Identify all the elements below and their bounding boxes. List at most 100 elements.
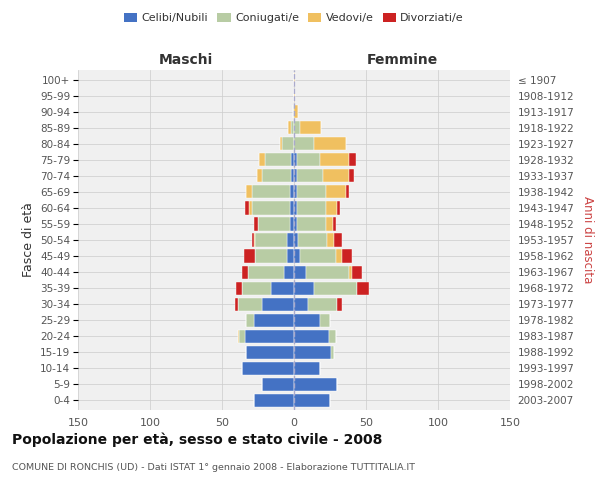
Text: COMUNE DI RONCHIS (UD) - Dati ISTAT 1° gennaio 2008 - Elaborazione TUTTITALIA.IT: COMUNE DI RONCHIS (UD) - Dati ISTAT 1° g… <box>12 462 415 471</box>
Bar <box>262 170 291 182</box>
Bar <box>293 105 294 118</box>
Bar <box>244 250 255 262</box>
Bar <box>297 186 326 198</box>
Bar <box>349 266 352 278</box>
Bar <box>247 314 254 327</box>
Bar <box>294 346 331 359</box>
Bar <box>252 202 290 214</box>
Bar <box>294 202 297 214</box>
Bar <box>334 234 341 246</box>
Bar <box>257 170 262 182</box>
Bar <box>242 266 248 278</box>
Bar <box>352 266 362 278</box>
Bar <box>259 153 265 166</box>
Bar <box>300 250 336 262</box>
Bar <box>254 394 294 407</box>
Bar <box>320 153 349 166</box>
Bar <box>327 234 334 246</box>
Bar <box>294 137 314 150</box>
Bar <box>252 186 290 198</box>
Bar <box>255 250 287 262</box>
Bar <box>294 153 297 166</box>
Bar <box>235 298 238 310</box>
Bar <box>239 330 245 343</box>
Bar <box>247 186 252 198</box>
Bar <box>287 234 294 246</box>
Bar <box>346 186 349 198</box>
Bar <box>294 362 320 375</box>
Bar <box>242 282 271 294</box>
Bar <box>333 218 336 230</box>
Bar <box>280 137 283 150</box>
Bar <box>294 282 314 294</box>
Bar <box>238 298 262 310</box>
Bar <box>288 121 291 134</box>
Bar <box>298 234 327 246</box>
Bar <box>294 314 320 327</box>
Bar <box>331 346 334 359</box>
Bar <box>294 330 329 343</box>
Y-axis label: Anni di nascita: Anni di nascita <box>581 196 594 284</box>
Bar <box>271 282 294 294</box>
Bar <box>297 170 323 182</box>
Bar <box>284 266 294 278</box>
Bar <box>290 202 294 214</box>
Bar <box>255 234 287 246</box>
Bar <box>290 218 294 230</box>
Bar <box>314 137 346 150</box>
Bar <box>236 282 242 294</box>
Bar <box>337 202 340 214</box>
Text: Maschi: Maschi <box>159 53 213 67</box>
Bar <box>314 282 358 294</box>
Bar <box>294 234 298 246</box>
Bar <box>294 105 298 118</box>
Bar <box>262 378 294 391</box>
Legend: Celibi/Nubili, Coniugati/e, Vedovi/e, Divorziati/e: Celibi/Nubili, Coniugati/e, Vedovi/e, Di… <box>119 8 469 28</box>
Bar <box>245 330 294 343</box>
Bar <box>294 394 330 407</box>
Bar <box>248 266 284 278</box>
Bar <box>245 202 250 214</box>
Bar <box>242 362 294 375</box>
Bar <box>254 234 255 246</box>
Bar <box>326 218 333 230</box>
Bar <box>294 89 295 102</box>
Bar <box>291 121 294 134</box>
Bar <box>294 186 297 198</box>
Bar <box>308 298 337 310</box>
Bar <box>238 330 239 343</box>
Bar <box>283 137 294 150</box>
Bar <box>326 202 337 214</box>
Bar <box>291 153 294 166</box>
Bar <box>349 153 356 166</box>
Bar <box>252 234 254 246</box>
Text: Popolazione per età, sesso e stato civile - 2008: Popolazione per età, sesso e stato civil… <box>12 432 382 447</box>
Bar <box>326 186 346 198</box>
Bar <box>294 298 308 310</box>
Text: Femmine: Femmine <box>367 53 437 67</box>
Bar <box>323 170 349 182</box>
Bar <box>294 250 300 262</box>
Bar <box>294 170 297 182</box>
Bar <box>337 298 341 310</box>
Bar <box>294 73 295 86</box>
Bar <box>291 170 294 182</box>
Bar <box>254 218 258 230</box>
Bar <box>265 153 291 166</box>
Y-axis label: Fasce di età: Fasce di età <box>22 202 35 278</box>
Bar <box>294 266 305 278</box>
Bar <box>294 218 297 230</box>
Bar <box>294 378 337 391</box>
Bar <box>341 250 352 262</box>
Bar <box>247 346 294 359</box>
Bar <box>287 250 294 262</box>
Bar <box>297 218 326 230</box>
Bar <box>320 314 330 327</box>
Bar <box>300 121 322 134</box>
Bar <box>329 330 336 343</box>
Bar <box>297 153 320 166</box>
Bar <box>254 314 294 327</box>
Bar <box>258 218 290 230</box>
Bar <box>336 250 341 262</box>
Bar <box>297 202 326 214</box>
